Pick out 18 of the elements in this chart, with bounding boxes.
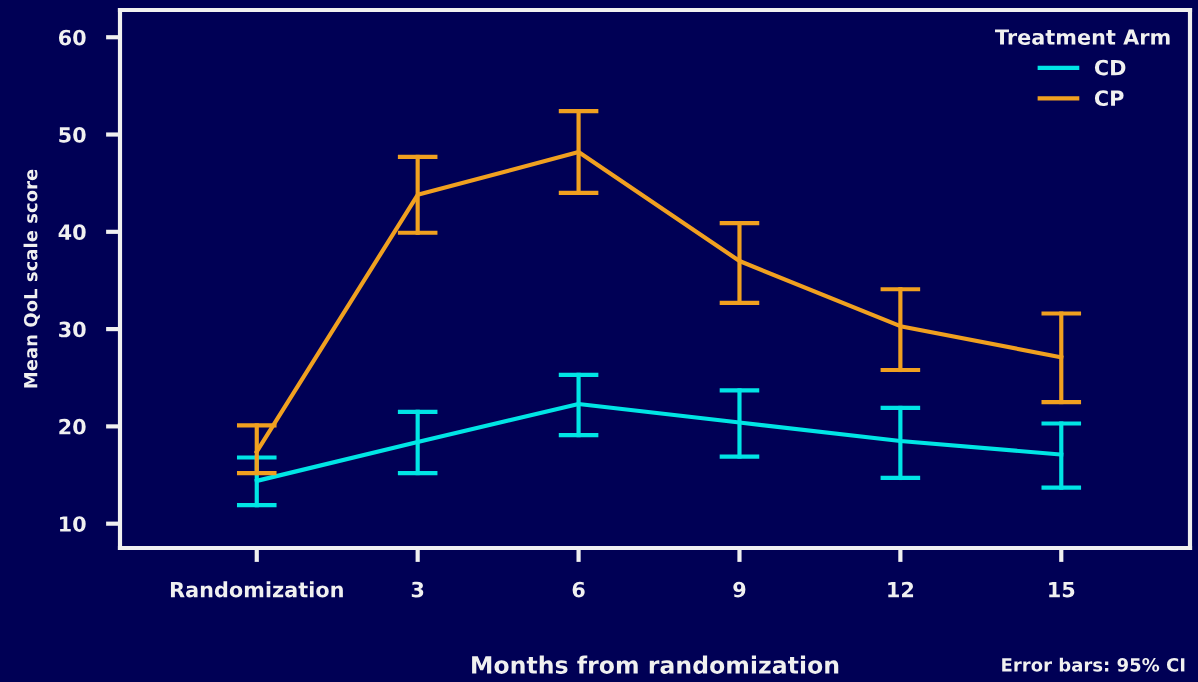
- legend-title: Treatment Arm: [995, 29, 1170, 45]
- y-tick-label: 40: [58, 224, 86, 241]
- legend-label: CD: [1094, 59, 1126, 76]
- y-tick-label: 10: [60, 516, 86, 532]
- y-tick-label: 60: [58, 29, 86, 46]
- legend-label: CP: [1094, 90, 1124, 107]
- y-tick-label: 30: [59, 321, 86, 338]
- x-tick-label: Randomization: [170, 581, 343, 598]
- x-tick-label: 6: [572, 581, 585, 598]
- y-tick-label: 20: [59, 418, 86, 435]
- x-tick-label: 15: [1049, 581, 1075, 598]
- text: Error bars: 95% CI: [1002, 657, 1185, 672]
- y-tick-label: 50: [59, 126, 86, 143]
- x-tick-label: 9: [733, 581, 746, 598]
- x-tick-label: 12: [888, 581, 914, 598]
- y-axis-title: Mean QoL scale score: [23, 169, 40, 388]
- x-tick-label: 3: [411, 581, 424, 598]
- x-axis-title: Months from randomization: [472, 655, 839, 674]
